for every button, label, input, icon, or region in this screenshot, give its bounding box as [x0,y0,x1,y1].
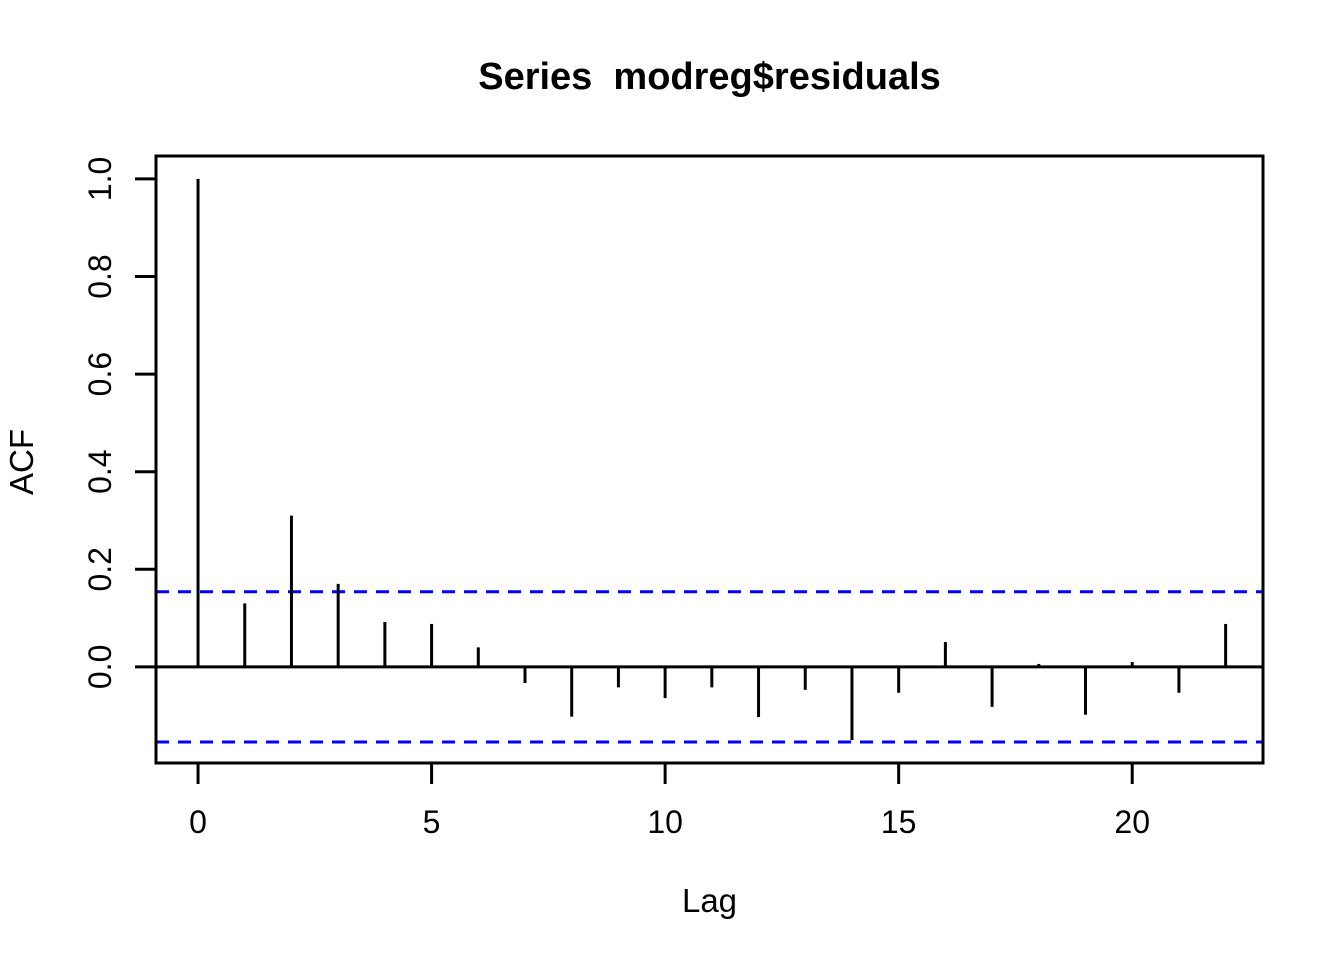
x-tick-label: 15 [881,804,917,840]
y-tick-label: 0.0 [82,645,118,689]
y-tick-label: 0.8 [82,254,118,298]
y-tick-label: 0.6 [82,352,118,396]
y-tick-label: 0.2 [82,547,118,591]
x-tick-label: 10 [647,804,683,840]
chart-title: Series modreg$residuals [478,56,941,98]
x-tick-label: 20 [1114,804,1150,840]
x-tick-label: 0 [189,804,207,840]
plot-border [154,154,1265,765]
x-tick-label: 5 [423,804,441,840]
x-axis-label: Lag [681,882,738,919]
y-tick-label: 0.4 [82,449,118,493]
y-tick-label: 1.0 [82,157,118,201]
